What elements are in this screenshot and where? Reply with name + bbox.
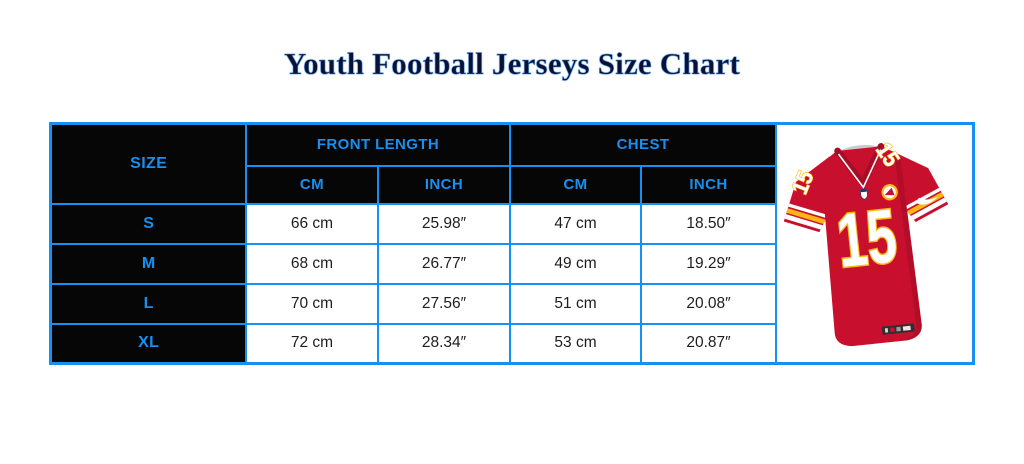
header-chest-cm: CM bbox=[509, 164, 642, 205]
collar-band bbox=[834, 142, 885, 190]
chest-cm: 51 cm bbox=[509, 282, 642, 325]
front-length-inch: 27.56″ bbox=[376, 282, 512, 325]
chest-inch: 20.08″ bbox=[640, 282, 777, 325]
front-length-inch: 25.98″ bbox=[376, 202, 512, 245]
left-sleeve-stripes bbox=[779, 201, 831, 231]
nike-swoosh-icon bbox=[917, 196, 939, 205]
header-size: SIZE bbox=[49, 122, 247, 205]
header-group-row: SIZE FRONT LENGTH CHEST bbox=[49, 122, 974, 365]
header-front-length: FRONT LENGTH bbox=[244, 122, 512, 167]
size-label: M bbox=[49, 242, 247, 285]
size-chart-table: SIZE FRONT LENGTH CHEST bbox=[49, 122, 975, 365]
page-title: Youth Football Jerseys Size Chart bbox=[283, 46, 741, 82]
team-patch-icon bbox=[881, 183, 899, 200]
front-length-inch: 28.34″ bbox=[376, 322, 512, 365]
table-row-l: L 70 cm 27.56″ 51 cm 20.08″ bbox=[49, 282, 973, 325]
front-length-inch: 26.77″ bbox=[376, 242, 512, 285]
chest-inch: 20.87″ bbox=[640, 322, 777, 365]
size-label: L bbox=[49, 282, 247, 325]
collar-piping bbox=[838, 148, 882, 189]
jock-tag bbox=[882, 323, 915, 335]
size-label: XL bbox=[49, 322, 247, 365]
chest-cm: 47 cm bbox=[509, 202, 642, 245]
front-length-cm: 68 cm bbox=[244, 242, 379, 285]
size-chart-page: Youth Football Jerseys Size Chart SIZE F… bbox=[0, 46, 1024, 464]
size-label: S bbox=[49, 202, 247, 245]
header-front-cm: CM bbox=[244, 164, 379, 205]
table-row-m: M 68 cm 26.77″ 49 cm 19.29″ bbox=[49, 242, 973, 285]
jersey-image: 15 15 15 bbox=[779, 136, 950, 346]
front-length-cm: 70 cm bbox=[244, 282, 379, 325]
header-chest-inch: INCH bbox=[640, 164, 777, 205]
front-length-cm: 72 cm bbox=[244, 322, 379, 365]
chest-cm: 53 cm bbox=[509, 322, 642, 365]
chest-inch: 18.50″ bbox=[640, 202, 777, 245]
table-row-s: S 66 cm 25.98″ 47 cm 18.50″ bbox=[49, 202, 973, 245]
header-sub-row: CM INCH CM INCH bbox=[51, 164, 973, 205]
front-length-cm: 66 cm bbox=[244, 202, 379, 245]
nfl-shield-icon bbox=[860, 188, 869, 200]
header-front-inch: INCH bbox=[376, 164, 512, 205]
chest-inch: 19.29″ bbox=[640, 242, 777, 285]
header-chest: CHEST bbox=[509, 122, 777, 167]
jersey-cell: 15 15 15 bbox=[775, 122, 974, 365]
chest-number: 15 bbox=[833, 193, 900, 284]
chest-cm: 49 cm bbox=[509, 242, 642, 285]
jersey-side-shade bbox=[894, 155, 923, 341]
table-row-xl: XL 72 cm 28.34″ 53 cm 20.87″ bbox=[49, 322, 973, 365]
